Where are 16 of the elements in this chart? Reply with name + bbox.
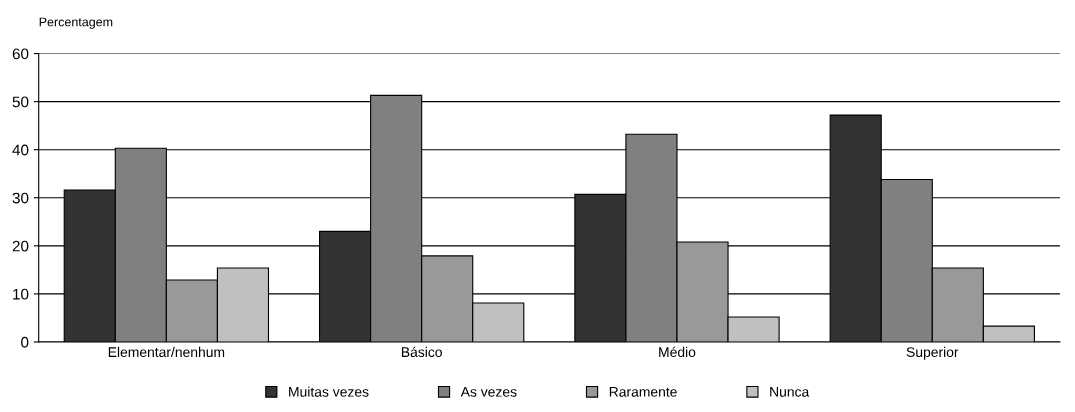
x-tick-label: Superior xyxy=(906,346,959,360)
x-tick-label: Básico xyxy=(401,346,442,358)
y-tick-label: 50 xyxy=(12,96,29,108)
y-tick-label: 0 xyxy=(21,336,29,348)
legend-label: Nunca xyxy=(770,387,810,397)
legend-label: Raramente xyxy=(609,387,677,397)
legend-label: Muitas vezes xyxy=(289,386,369,397)
y-axis-title: Percentagem xyxy=(39,17,113,29)
legend-label: As vezes xyxy=(460,387,517,397)
x-tick-label: Elementar/nenhum xyxy=(108,346,225,358)
x-tick-label: Médio xyxy=(659,346,696,358)
y-tick-label: 40 xyxy=(12,144,29,156)
y-tick-label: 20 xyxy=(12,240,29,252)
y-tick-label: 10 xyxy=(13,288,29,300)
y-tick-label: 60 xyxy=(12,48,29,60)
y-tick-label: 30 xyxy=(12,192,29,204)
